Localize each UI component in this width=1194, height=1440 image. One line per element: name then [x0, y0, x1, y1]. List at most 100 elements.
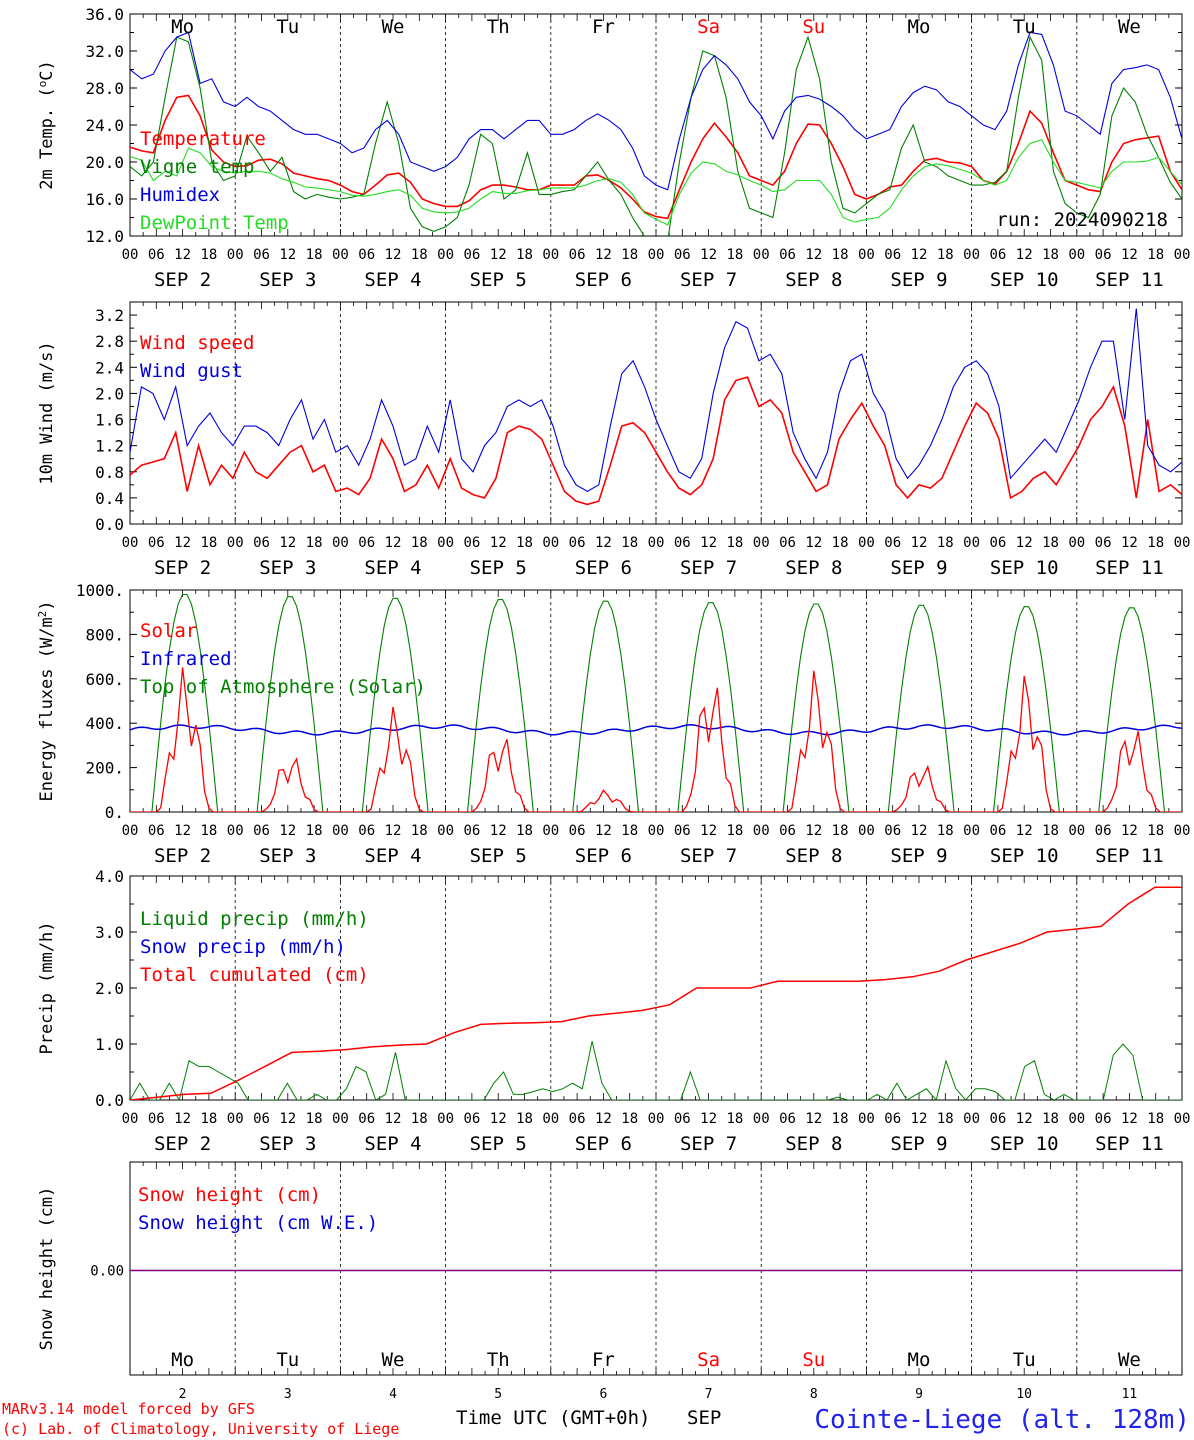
- hour-tick-label: 00: [437, 535, 454, 551]
- y-tick-label: 3.0: [95, 923, 124, 942]
- hour-tick-label: 18: [621, 247, 638, 263]
- hour-tick-label: 18: [1042, 1111, 1059, 1127]
- hour-tick-label: 00: [332, 823, 349, 839]
- hour-tick-label: 12: [805, 823, 822, 839]
- hour-tick-label: 12: [1121, 247, 1138, 263]
- legend-temperature: Temperature: [140, 128, 266, 150]
- hour-tick-label: 12: [174, 1111, 191, 1127]
- hour-tick-label: 06: [253, 1111, 270, 1127]
- date-label: SEP 11: [1095, 269, 1164, 291]
- hour-tick-label: 18: [621, 535, 638, 551]
- y-tick-label: 0.8: [95, 463, 124, 482]
- legend-top-of-atmosphere-solar-: Top of Atmosphere (Solar): [140, 676, 426, 698]
- date-label: SEP 11: [1095, 845, 1164, 867]
- hour-tick-label: 18: [726, 247, 743, 263]
- hour-tick-label: 12: [279, 823, 296, 839]
- date-label: SEP 6: [575, 557, 632, 579]
- hour-tick-label: 00: [542, 535, 559, 551]
- hour-tick-label: 12: [805, 247, 822, 263]
- date-label: SEP 4: [364, 1133, 421, 1155]
- date-label: SEP 5: [470, 845, 527, 867]
- hour-tick-label: 18: [1147, 1111, 1164, 1127]
- hour-tick-label: 06: [148, 823, 165, 839]
- hour-tick-label: 00: [332, 1111, 349, 1127]
- date-label: SEP 2: [154, 1133, 211, 1155]
- hour-tick-label: 12: [279, 247, 296, 263]
- date-label: SEP 10: [990, 269, 1059, 291]
- hour-tick-label: 18: [621, 823, 638, 839]
- hour-tick-label: 12: [385, 247, 402, 263]
- day-number-bottom: 4: [389, 1387, 397, 1402]
- hour-tick-label: 06: [253, 823, 270, 839]
- hour-tick-label: 12: [490, 247, 507, 263]
- day-name-bottom: Tu: [1013, 1349, 1036, 1371]
- hour-tick-label: 06: [779, 535, 796, 551]
- legend-wind-gust: Wind gust: [140, 360, 243, 382]
- hour-tick-label: 06: [884, 535, 901, 551]
- y-tick-label: 16.0: [85, 190, 124, 209]
- date-label: SEP 2: [154, 557, 211, 579]
- date-label: SEP 3: [259, 557, 316, 579]
- hour-tick-label: 18: [516, 247, 533, 263]
- hour-tick-label: 00: [122, 535, 139, 551]
- hour-tick-label: 00: [753, 823, 770, 839]
- hour-tick-label: 18: [200, 247, 217, 263]
- y-tick-label: 28.0: [85, 79, 124, 98]
- hour-tick-label: 06: [779, 823, 796, 839]
- hour-tick-label: 06: [148, 247, 165, 263]
- hour-tick-label: 18: [1147, 535, 1164, 551]
- hour-tick-label: 00: [648, 535, 665, 551]
- date-label: SEP 8: [785, 845, 842, 867]
- hour-tick-label: 12: [700, 535, 717, 551]
- hour-tick-label: 00: [1174, 823, 1191, 839]
- hour-tick-label: 18: [200, 823, 217, 839]
- hour-tick-label: 18: [832, 1111, 849, 1127]
- hour-tick-label: 00: [648, 823, 665, 839]
- station-title: Cointe-Liege (alt. 128m): [814, 1405, 1190, 1435]
- date-label: SEP 2: [154, 269, 211, 291]
- hour-tick-label: 00: [963, 1111, 980, 1127]
- hour-tick-label: 12: [490, 823, 507, 839]
- hour-tick-label: 12: [1121, 1111, 1138, 1127]
- date-label: SEP 3: [259, 269, 316, 291]
- hour-tick-label: 12: [174, 823, 191, 839]
- y-tick-label: 1.0: [95, 1035, 124, 1054]
- y-tick-label: 800.: [85, 625, 124, 644]
- hour-tick-label: 18: [411, 247, 428, 263]
- series-group: [130, 308, 1182, 506]
- series-wind-speed: [130, 376, 1182, 506]
- hour-tick-label: 00: [542, 1111, 559, 1127]
- hour-tick-label: 00: [542, 247, 559, 263]
- date-label: SEP 11: [1095, 557, 1164, 579]
- y-tick-label: 0.00: [90, 1264, 124, 1280]
- day-name-top: We: [382, 16, 405, 38]
- date-label: SEP 10: [990, 845, 1059, 867]
- hour-tick-label: 06: [358, 535, 375, 551]
- series-infrared: [130, 724, 1182, 736]
- date-label: SEP 5: [470, 1133, 527, 1155]
- hour-tick-label: 12: [595, 823, 612, 839]
- y-tick-label: 0.0: [95, 1091, 124, 1110]
- legend-dewpoint-temp: DewPoint Temp: [140, 212, 289, 234]
- hour-tick-label: 18: [726, 823, 743, 839]
- legend-humidex: Humidex: [140, 184, 220, 206]
- hour-tick-label: 00: [753, 535, 770, 551]
- day-number-bottom: 7: [705, 1387, 713, 1402]
- hour-tick-label: 00: [753, 247, 770, 263]
- y-tick-label: 32.0: [85, 42, 124, 61]
- hour-tick-label: 00: [227, 1111, 244, 1127]
- panel-5: 0.00 Snow height (cm) Snow height (cm) Snow…: [37, 1161, 1183, 1376]
- hour-tick-label: 06: [674, 247, 691, 263]
- day-number-bottom: 9: [915, 1387, 923, 1402]
- date-label: SEP 3: [259, 1133, 316, 1155]
- hour-tick-label: 18: [937, 247, 954, 263]
- hour-tick-label: 12: [1016, 535, 1033, 551]
- hour-tick-label: 18: [937, 823, 954, 839]
- date-label: SEP 7: [680, 269, 737, 291]
- day-name-top: We: [1118, 16, 1141, 38]
- legend-total-cumulated-cm-: Total cumulated (cm): [140, 964, 369, 986]
- day-name-bottom: We: [1118, 1349, 1141, 1371]
- date-label: SEP 9: [890, 557, 947, 579]
- hour-tick-label: 06: [569, 1111, 586, 1127]
- hour-tick-label: 06: [463, 1111, 480, 1127]
